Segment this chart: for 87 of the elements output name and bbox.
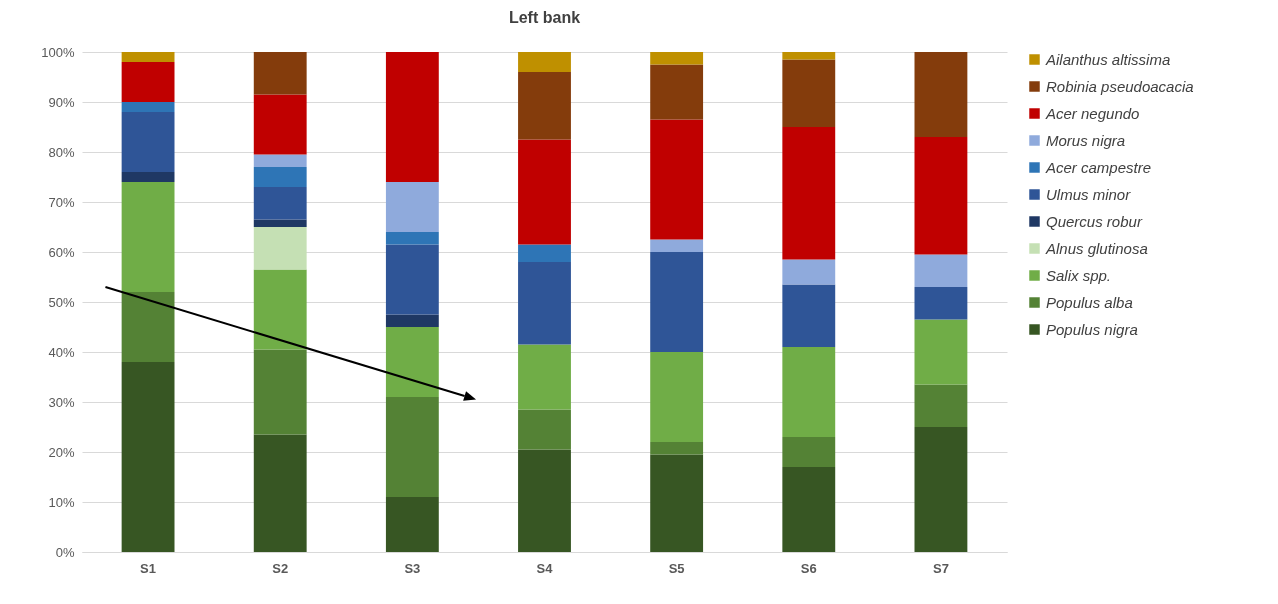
- bar: [385, 314, 439, 327]
- bar: [253, 167, 307, 187]
- x-tick-label: S4: [536, 560, 554, 576]
- bar: [914, 287, 968, 320]
- bar: [121, 112, 175, 172]
- bar: [518, 139, 571, 245]
- bar: [782, 59, 836, 127]
- bar: [385, 327, 439, 397]
- bar: [253, 269, 307, 350]
- x-tick-label: S5: [668, 560, 685, 576]
- bar: [253, 94, 307, 155]
- legend-label: Ailanthus altissima: [1045, 50, 1171, 68]
- bar: [121, 102, 175, 112]
- bar: [782, 467, 836, 552]
- bar: [782, 52, 836, 60]
- bar: [518, 344, 571, 410]
- bar: [253, 154, 307, 167]
- bar: [253, 219, 307, 227]
- bar: [782, 127, 836, 260]
- legend-label: Populus alba: [1046, 293, 1133, 311]
- legend-label: Acer campestre: [1045, 158, 1152, 176]
- bar: [914, 137, 968, 255]
- bar: [385, 397, 439, 497]
- x-tick-label: S7: [932, 560, 949, 576]
- bar: [121, 172, 175, 182]
- bar: [385, 52, 439, 182]
- bar: [782, 437, 836, 467]
- y-tick-label: 40%: [48, 344, 75, 360]
- bar: [518, 244, 571, 262]
- y-tick-label: 80%: [48, 144, 75, 160]
- legend-label: Alnus glutinosa: [1045, 239, 1148, 257]
- legend-label: Quercus robur: [1046, 212, 1143, 230]
- bar: [253, 187, 307, 220]
- bar: [782, 259, 836, 285]
- bar: [385, 182, 439, 232]
- legend-label: Ulmus minor: [1046, 185, 1132, 203]
- bar: [518, 72, 571, 140]
- y-tick-label: 100%: [41, 44, 75, 60]
- bar: [121, 52, 175, 62]
- legend-label: Salix spp.: [1046, 266, 1112, 284]
- x-tick-label: S1: [140, 560, 157, 576]
- y-tick-label: 10%: [48, 494, 75, 510]
- bar: [253, 349, 307, 435]
- bar: [650, 352, 704, 442]
- bar: [650, 252, 704, 352]
- bar: [914, 427, 968, 552]
- legend-label: Robinia pseudoacacia: [1046, 77, 1194, 95]
- bar: [782, 284, 836, 347]
- bar: [253, 52, 307, 95]
- bar: [253, 434, 307, 552]
- bar: [518, 409, 571, 450]
- x-tick-label: S2: [272, 560, 289, 576]
- bar: [650, 52, 704, 65]
- y-tick-label: 60%: [48, 244, 75, 260]
- bar: [914, 384, 968, 427]
- bar: [650, 442, 704, 455]
- bar: [914, 319, 968, 385]
- legend-label: Morus nigra: [1046, 131, 1126, 149]
- bar: [385, 232, 439, 245]
- bar: [518, 52, 571, 72]
- legend-label: Populus nigra: [1046, 320, 1138, 338]
- y-tick-label: 90%: [48, 94, 75, 110]
- bar: [121, 182, 175, 292]
- bar: [253, 227, 307, 270]
- legend-label: Acer negundo: [1045, 104, 1140, 122]
- x-tick-label: S6: [800, 560, 817, 576]
- y-tick-label: 50%: [48, 294, 75, 310]
- bar: [385, 244, 439, 315]
- y-tick-label: 0%: [55, 544, 75, 560]
- bar: [385, 497, 439, 552]
- y-tick-label: 20%: [48, 444, 75, 460]
- chart-title: Left bank: [508, 9, 581, 26]
- bar: [650, 239, 704, 252]
- y-tick-label: 70%: [48, 194, 75, 210]
- y-tick-label: 30%: [48, 394, 75, 410]
- bar: [518, 449, 571, 552]
- bar: [650, 454, 704, 552]
- bar: [650, 64, 704, 120]
- bar: [121, 62, 175, 102]
- x-tick-label: S3: [404, 560, 421, 576]
- bar: [782, 347, 836, 437]
- bar: [121, 362, 175, 552]
- bar: [650, 119, 704, 240]
- bar: [914, 52, 968, 137]
- bar: [518, 262, 571, 345]
- bar: [914, 254, 968, 287]
- bar: [121, 292, 175, 362]
